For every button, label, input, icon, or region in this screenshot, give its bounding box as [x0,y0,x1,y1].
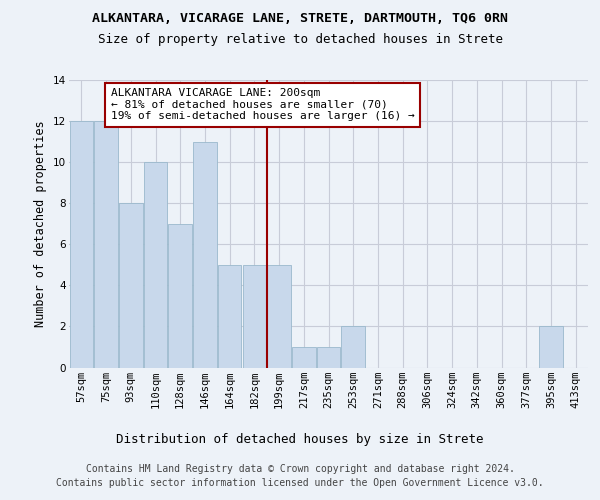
Bar [193,142,217,368]
Bar [169,224,192,368]
Text: Size of property relative to detached houses in Strete: Size of property relative to detached ho… [97,32,503,46]
Bar [218,265,241,368]
Bar [341,326,365,368]
Bar [268,265,291,368]
Bar [242,265,266,368]
Bar [119,203,143,368]
Bar [317,347,340,368]
Y-axis label: Number of detached properties: Number of detached properties [34,120,47,327]
Text: ALKANTARA VICARAGE LANE: 200sqm
← 81% of detached houses are smaller (70)
19% of: ALKANTARA VICARAGE LANE: 200sqm ← 81% of… [111,88,415,122]
Bar [292,347,316,368]
Text: ALKANTARA, VICARAGE LANE, STRETE, DARTMOUTH, TQ6 0RN: ALKANTARA, VICARAGE LANE, STRETE, DARTMO… [92,12,508,26]
Bar [144,162,167,368]
Text: Contains HM Land Registry data © Crown copyright and database right 2024.
Contai: Contains HM Land Registry data © Crown c… [56,464,544,487]
Text: Distribution of detached houses by size in Strete: Distribution of detached houses by size … [116,432,484,446]
Bar [94,121,118,368]
Bar [70,121,93,368]
Bar [539,326,563,368]
